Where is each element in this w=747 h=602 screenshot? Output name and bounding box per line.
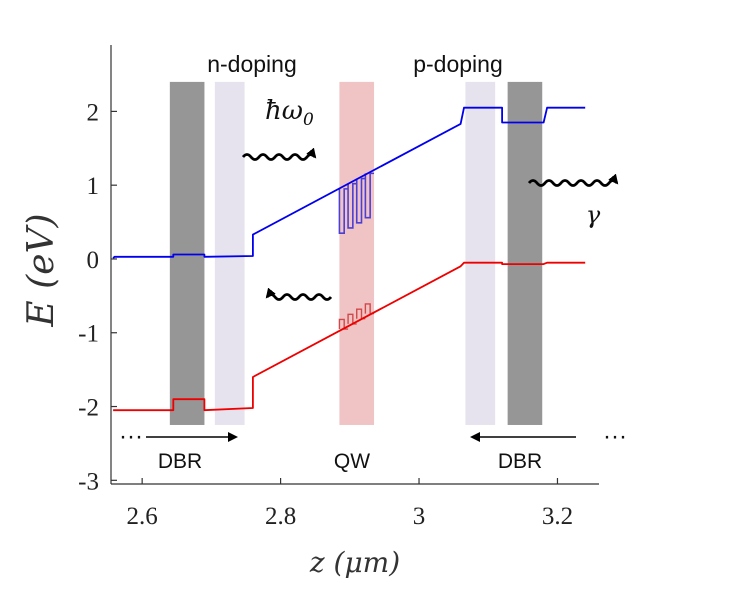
x-axis-label: z (μm) (309, 546, 400, 579)
layer-regions (169, 81, 543, 425)
y-tick-label-0: 0 (87, 247, 100, 274)
n-doping-label: n-doping (207, 51, 297, 77)
y-tick-label--2: -2 (78, 395, 99, 422)
dbr-left-label: DBR (158, 450, 202, 473)
reflected-photon-wave-arrow (265, 287, 333, 301)
qw-valence-steps (338, 303, 375, 330)
photon-energy-label: ħω0 (265, 96, 314, 130)
region-dbr-dark-layer-4 (507, 81, 543, 425)
band-lines (112, 106, 586, 412)
tick-marks-and-labels: 2.6 2.8 3 3.2 -3 -2 -1 0 1 2 (78, 99, 573, 530)
conduction-band-line (112, 106, 586, 259)
x-tick-label-2.6: 2.6 (127, 503, 158, 530)
photon-energy-symbol: ħω (265, 96, 303, 126)
dots-right-label: ··· (603, 423, 627, 450)
p-doping-label: p-doping (413, 51, 503, 77)
dots-left-label: ··· (119, 423, 143, 450)
incoming-photon-wave-arrow (241, 147, 317, 161)
annotations: n-doping p-doping ħω0 γ ··· ··· DBR QW D… (119, 51, 627, 473)
qw-conduction-comb (338, 172, 375, 234)
valence-band-line (113, 261, 586, 412)
qw-label: QW (334, 450, 370, 473)
x-tick-label-3: 3 (413, 503, 426, 530)
emitted-photon-wave-arrow (527, 173, 619, 187)
dbr-right-label: DBR (498, 450, 542, 473)
y-tick-label-2: 2 (87, 99, 100, 126)
y-tick-label-1: 1 (87, 173, 100, 200)
y-axis-label: E (eV) (21, 213, 62, 327)
axes (110, 45, 599, 485)
region-dbr-light-layer-3 (465, 81, 496, 425)
x-tick-label-3.2: 3.2 (542, 503, 573, 530)
y-tick-label--3: -3 (78, 468, 99, 495)
quantum-well-detail (338, 172, 375, 330)
region-dbr-dark-layer-0 (169, 81, 205, 425)
y-tick-label--1: -1 (78, 321, 99, 348)
region-dbr-light-layer-1 (214, 81, 245, 425)
x-tick-label-2.8: 2.8 (265, 503, 296, 530)
region-qw-2 (339, 81, 375, 425)
photon-energy-subscript: 0 (303, 110, 314, 130)
gamma-label: γ (586, 201, 601, 229)
